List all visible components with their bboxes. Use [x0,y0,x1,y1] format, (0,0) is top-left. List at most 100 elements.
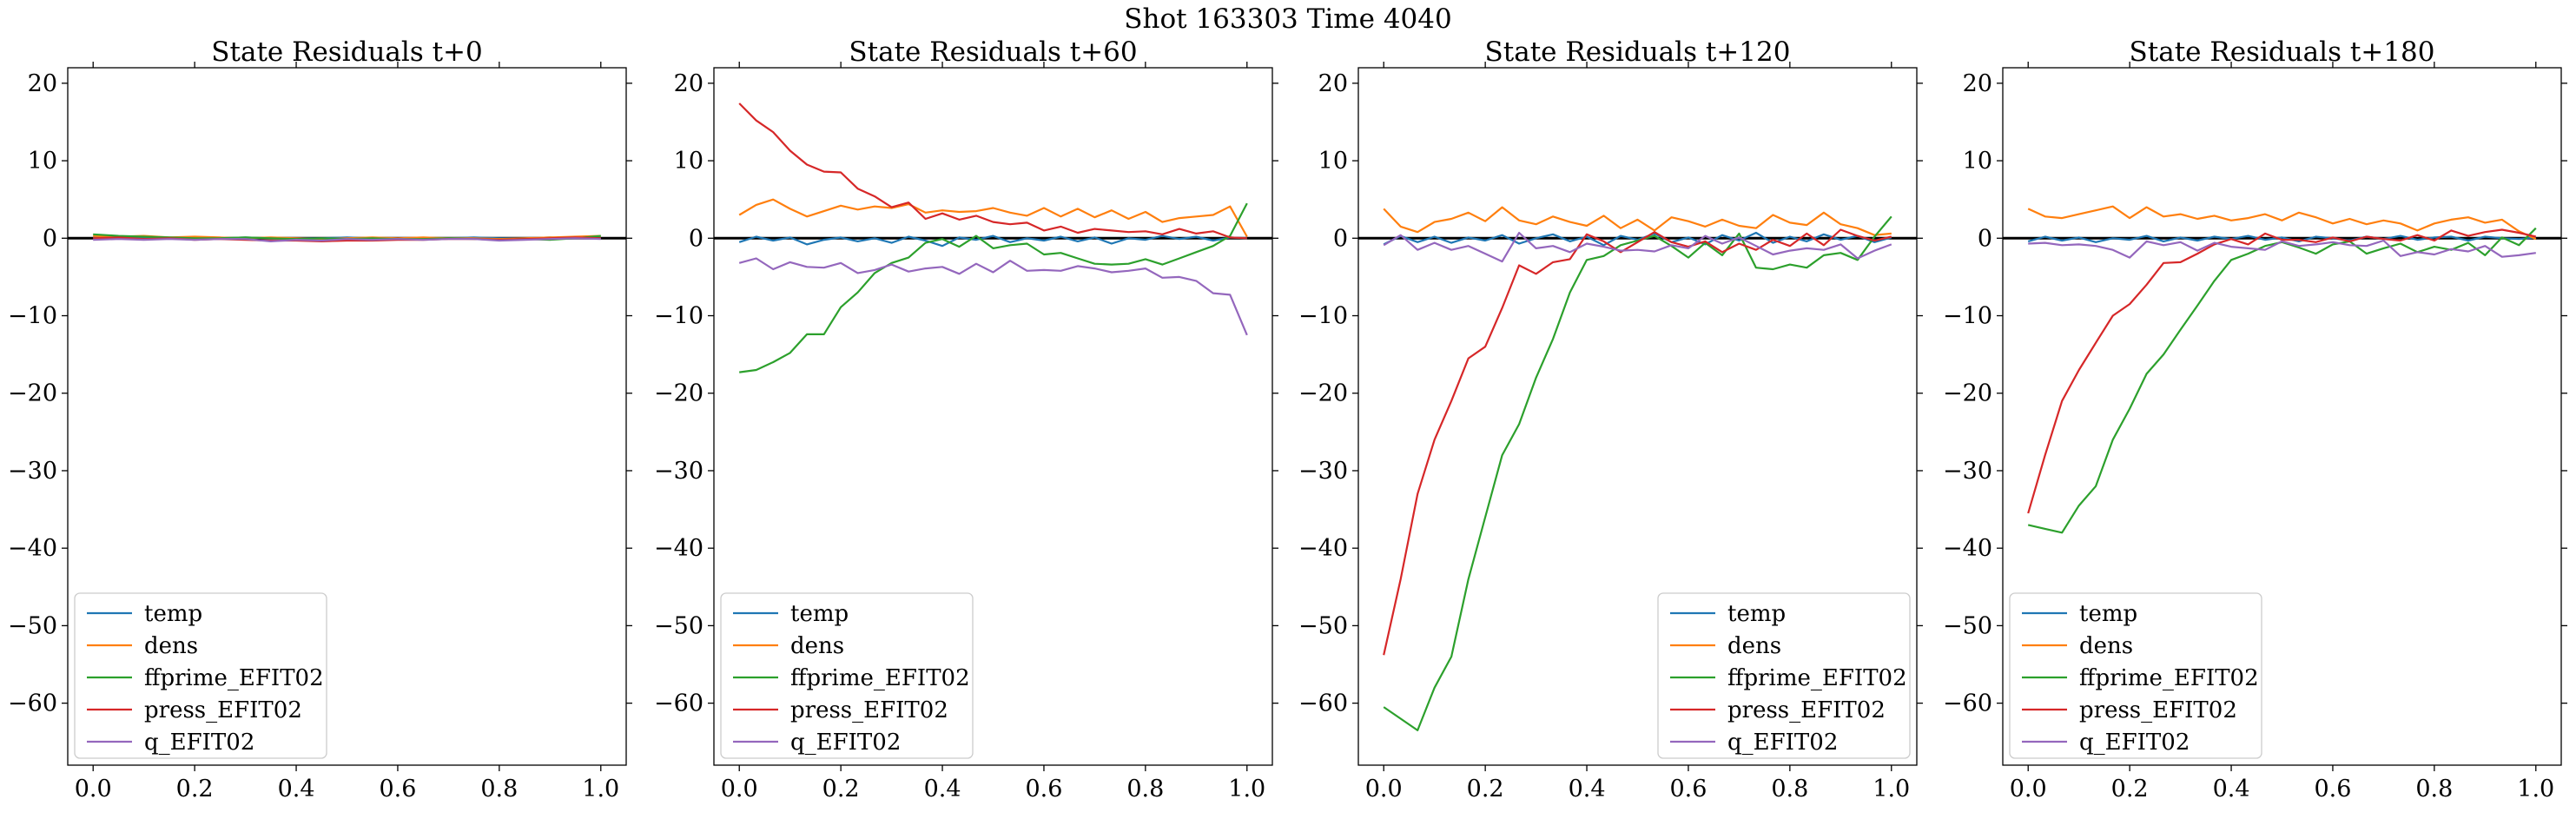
figure-suptitle: Shot 163303 Time 4040 [1124,3,1451,35]
x-tick-label: 0.6 [1025,776,1062,802]
legend-label: temp [2079,601,2137,627]
y-tick-label: −20 [1943,380,1992,407]
chart-title: State Residuals t+120 [1485,36,1791,68]
y-tick-label: 0 [43,225,57,252]
y-tick-label: −10 [654,303,703,330]
legend-box [74,592,327,759]
series-line-dens [738,198,1248,238]
series-line-temp [2027,234,2536,243]
y-tick-label: 20 [1318,70,1348,97]
x-tick-label: 0.8 [2415,776,2453,802]
y-tick-label: −50 [1298,612,1348,639]
y-tick-label: 0 [1978,225,1992,252]
legend-label: dens [144,633,198,659]
series-line-press_efit02 [2027,228,2537,514]
y-tick-label: 0 [1333,225,1348,252]
y-tick-label: −20 [8,380,57,407]
y-tick-label: 10 [1963,148,1992,175]
y-tick-label: −50 [1943,612,1992,639]
x-tick-label: 0.4 [1569,776,1606,802]
series-line-q_efit02 [2028,239,2536,259]
y-tick-label: −60 [8,690,57,717]
axes-frame [2002,67,2562,766]
y-tick-label: 0 [689,225,703,252]
series-group [2003,205,2561,534]
series-line-q_efit02 [738,257,1248,336]
chart-panel-3: State Residuals t+180 0.0 0.2 0.4 0.6 0.8 1.0 2… [1943,36,2567,802]
legend-label: dens [790,633,844,659]
chart-panel-0: State Residuals t+0 0.0 0.2 0.4 0.6 0.8 1.0 20 1… [8,36,632,802]
legend-label: ffprime_EFIT02 [1727,665,1907,691]
legend-box [2009,592,2262,759]
x-tick-label: 0.0 [1365,776,1403,802]
x-tick-label: 0.2 [1467,776,1504,802]
legend-label: q_EFIT02 [790,730,901,756]
y-tick-label: −40 [654,535,703,562]
legend: temp dens ffprime_EFIT02 press_EFIT02 q_EFIT… [1657,592,1911,759]
y-tick-label: 10 [674,148,703,175]
y-tick-label: −10 [8,303,57,330]
y-tick-label: −30 [1943,458,1992,485]
y-tick-label: −30 [654,458,703,485]
y-tick-label: 20 [1963,70,1992,97]
chart-panel-1: State Residuals t+60 0.0 0.2 0.4 0.6 0.8 1.0 20… [654,36,1278,802]
x-tick-label: 0.2 [2111,776,2149,802]
legend: temp dens ffprime_EFIT02 press_EFIT02 q_EFIT… [2009,592,2262,759]
y-tick-label: −40 [1298,535,1348,562]
x-tick-label: 0.8 [1126,776,1164,802]
series-line-press_efit02 [738,102,1247,240]
chart-title: State Residuals t+60 [849,36,1137,68]
x-tick-label: 0.8 [480,776,518,802]
x-tick-label: 1.0 [1873,776,1910,802]
legend-label: temp [144,601,202,627]
axes-frame [1357,67,1918,766]
chart-panel-2: State Residuals t+120 0.0 0.2 0.4 0.6 0.8 1.0 2… [1298,36,1923,802]
legend-label: dens [1727,633,1781,659]
series-line-ffprime_efit02 [2027,227,2537,534]
legend-label: q_EFIT02 [144,730,254,756]
chart-panels: State Residuals t+0 0.0 0.2 0.4 0.6 0.8 1.0 20 1… [8,36,2567,802]
y-tick-label: −40 [1943,535,1992,562]
y-tick-label: −50 [654,612,703,639]
series-group [68,233,626,242]
series-line-ffprime_efit02 [1383,215,1892,732]
x-tick-label: 1.0 [2517,776,2554,802]
y-tick-label: −40 [8,535,57,562]
legend-box [1657,592,1911,759]
y-tick-label: −30 [8,458,57,485]
axes-frame [713,67,1273,766]
series-line-ffprime_efit02 [739,202,1248,373]
x-tick-label: 0.4 [278,776,315,802]
legend: temp dens ffprime_EFIT02 press_EFIT02 q_EFIT… [720,592,974,759]
series-line-dens [1383,206,1892,236]
y-tick-label: 20 [674,70,703,97]
x-tick-label: 0.6 [1669,776,1707,802]
x-tick-label: 0.0 [75,776,112,802]
y-tick-label: −10 [1298,303,1348,330]
x-tick-label: 0.6 [379,776,416,802]
series-group [714,102,1272,373]
y-tick-label: −60 [1943,690,1992,717]
legend-label: temp [1727,601,1786,627]
legend-label: temp [790,601,849,627]
x-tick-label: 0.0 [2010,776,2047,802]
legend-label: press_EFIT02 [2079,697,2237,723]
legend-label: ffprime_EFIT02 [2079,665,2259,691]
series-line-q_efit02 [93,237,601,242]
legend-label: ffprime_EFIT02 [144,665,324,691]
y-tick-label: −30 [1298,458,1348,485]
x-tick-label: 1.0 [1228,776,1265,802]
y-tick-label: −60 [654,690,703,717]
y-tick-label: 10 [28,148,57,175]
x-tick-label: 1.0 [582,776,619,802]
x-tick-label: 0.6 [2314,776,2351,802]
legend-label: press_EFIT02 [1727,697,1886,723]
y-tick-label: −10 [1943,303,1992,330]
chart-title: State Residuals t+180 [2130,36,2435,68]
legend-label: dens [2079,633,2133,659]
series-line-press_efit02 [1383,228,1892,656]
x-tick-label: 0.2 [176,776,214,802]
y-tick-label: 10 [1318,148,1348,175]
chart-title: State Residuals t+0 [211,36,482,68]
